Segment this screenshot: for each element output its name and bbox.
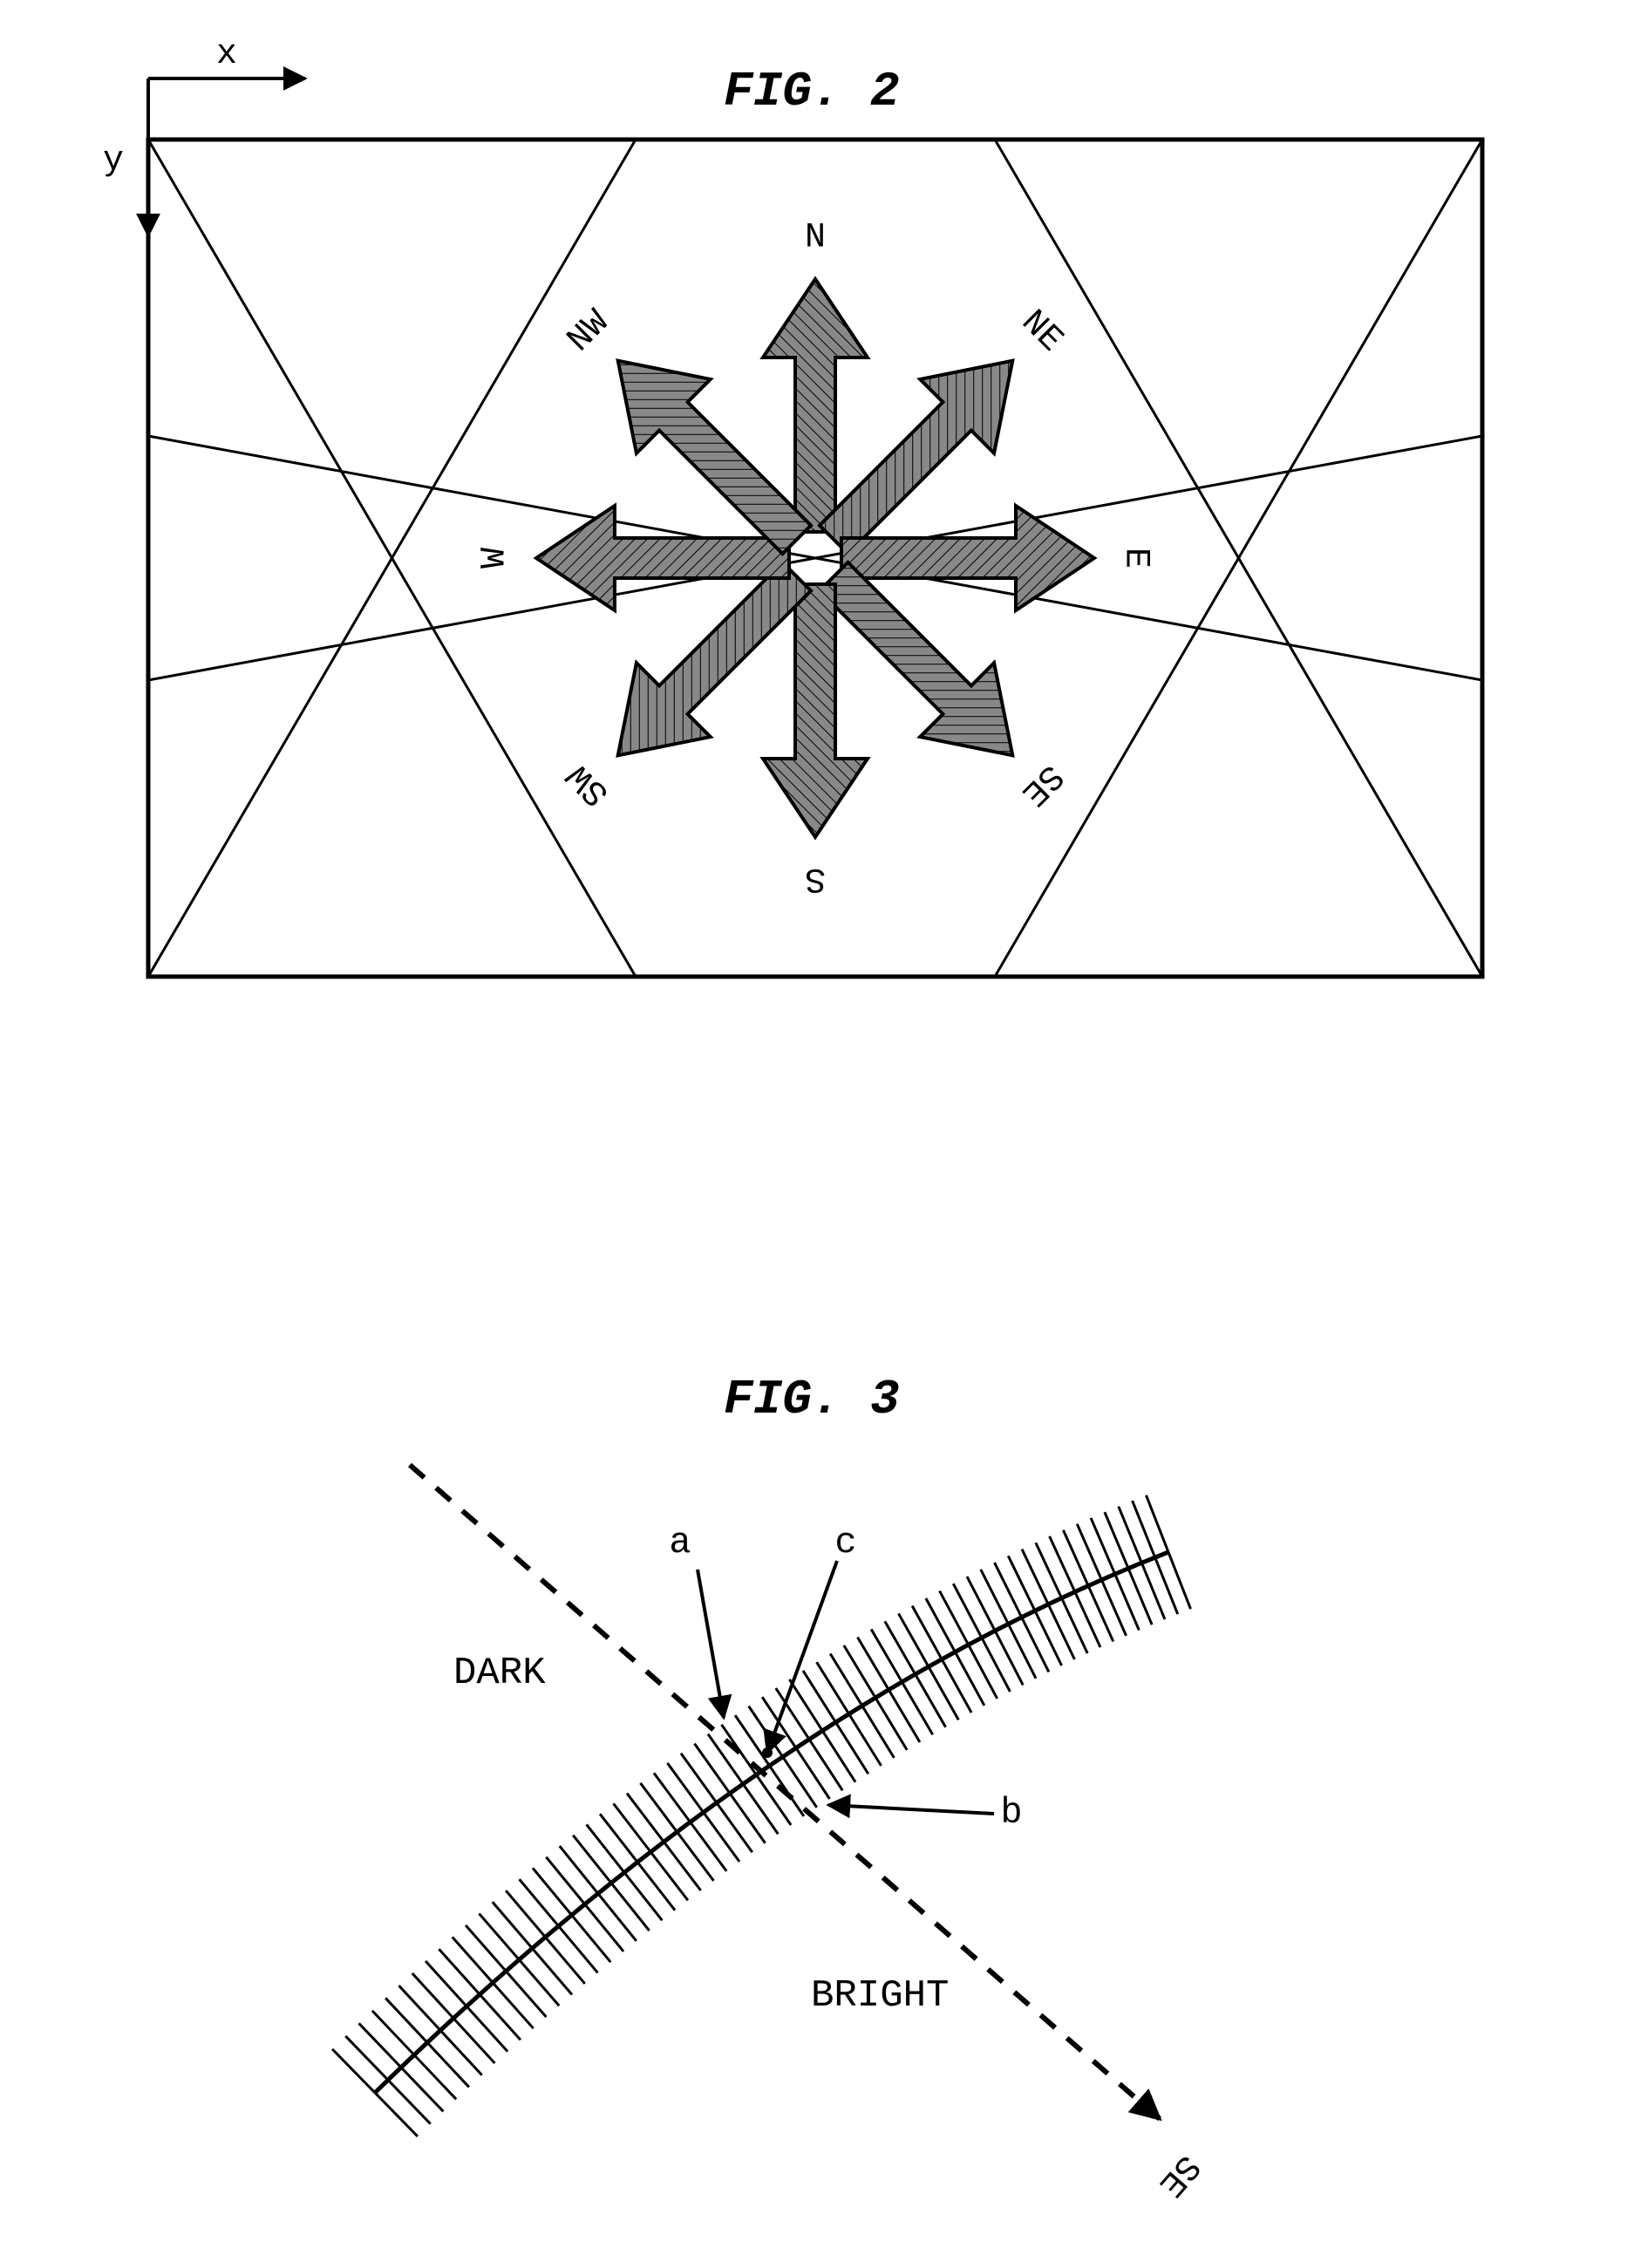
fig3-label-bright: BRIGHT [811,1974,949,2018]
compass-label-nw: NW [561,303,618,361]
fig3-point-label-a: a [669,1522,691,1563]
fig3-callout-c [767,1561,837,1753]
fig3-point-c-dot [762,1747,773,1758]
fig3-point-label-c: c [834,1522,856,1563]
compass-arrow-w: W [476,506,789,610]
compass-label-se: SE [1013,756,1071,814]
fig2-sector-lines [148,140,1482,977]
fig3-callout-a [698,1570,724,1718]
compass-label-w: W [476,548,515,569]
fig3-edge-band [332,1495,1190,2136]
compass-label-e: E [1115,548,1154,569]
fig3-title: FIG. 3 [724,1372,900,1427]
compass-label-s: S [805,858,826,897]
compass-label-n: N [805,219,826,258]
fig3-label-dark: DARK [453,1652,546,1695]
compass-arrow-n: N [763,219,868,532]
fig3-dashed-se-line [410,1465,1160,2119]
axis-y-label: y [103,141,124,180]
axis-x-label: x [216,35,237,74]
compass-arrow-e: E [841,506,1154,610]
fig3-se-label: SE [1150,2146,1207,2203]
fig2-title: FIG. 2 [724,64,900,119]
compass-label-sw: SW [561,756,618,814]
fig3-point-label-b: b [1000,1792,1022,1834]
fig3-callout-b [828,1805,994,1814]
compass-label-ne: NE [1013,303,1071,361]
compass-arrow-s: S [763,584,868,897]
